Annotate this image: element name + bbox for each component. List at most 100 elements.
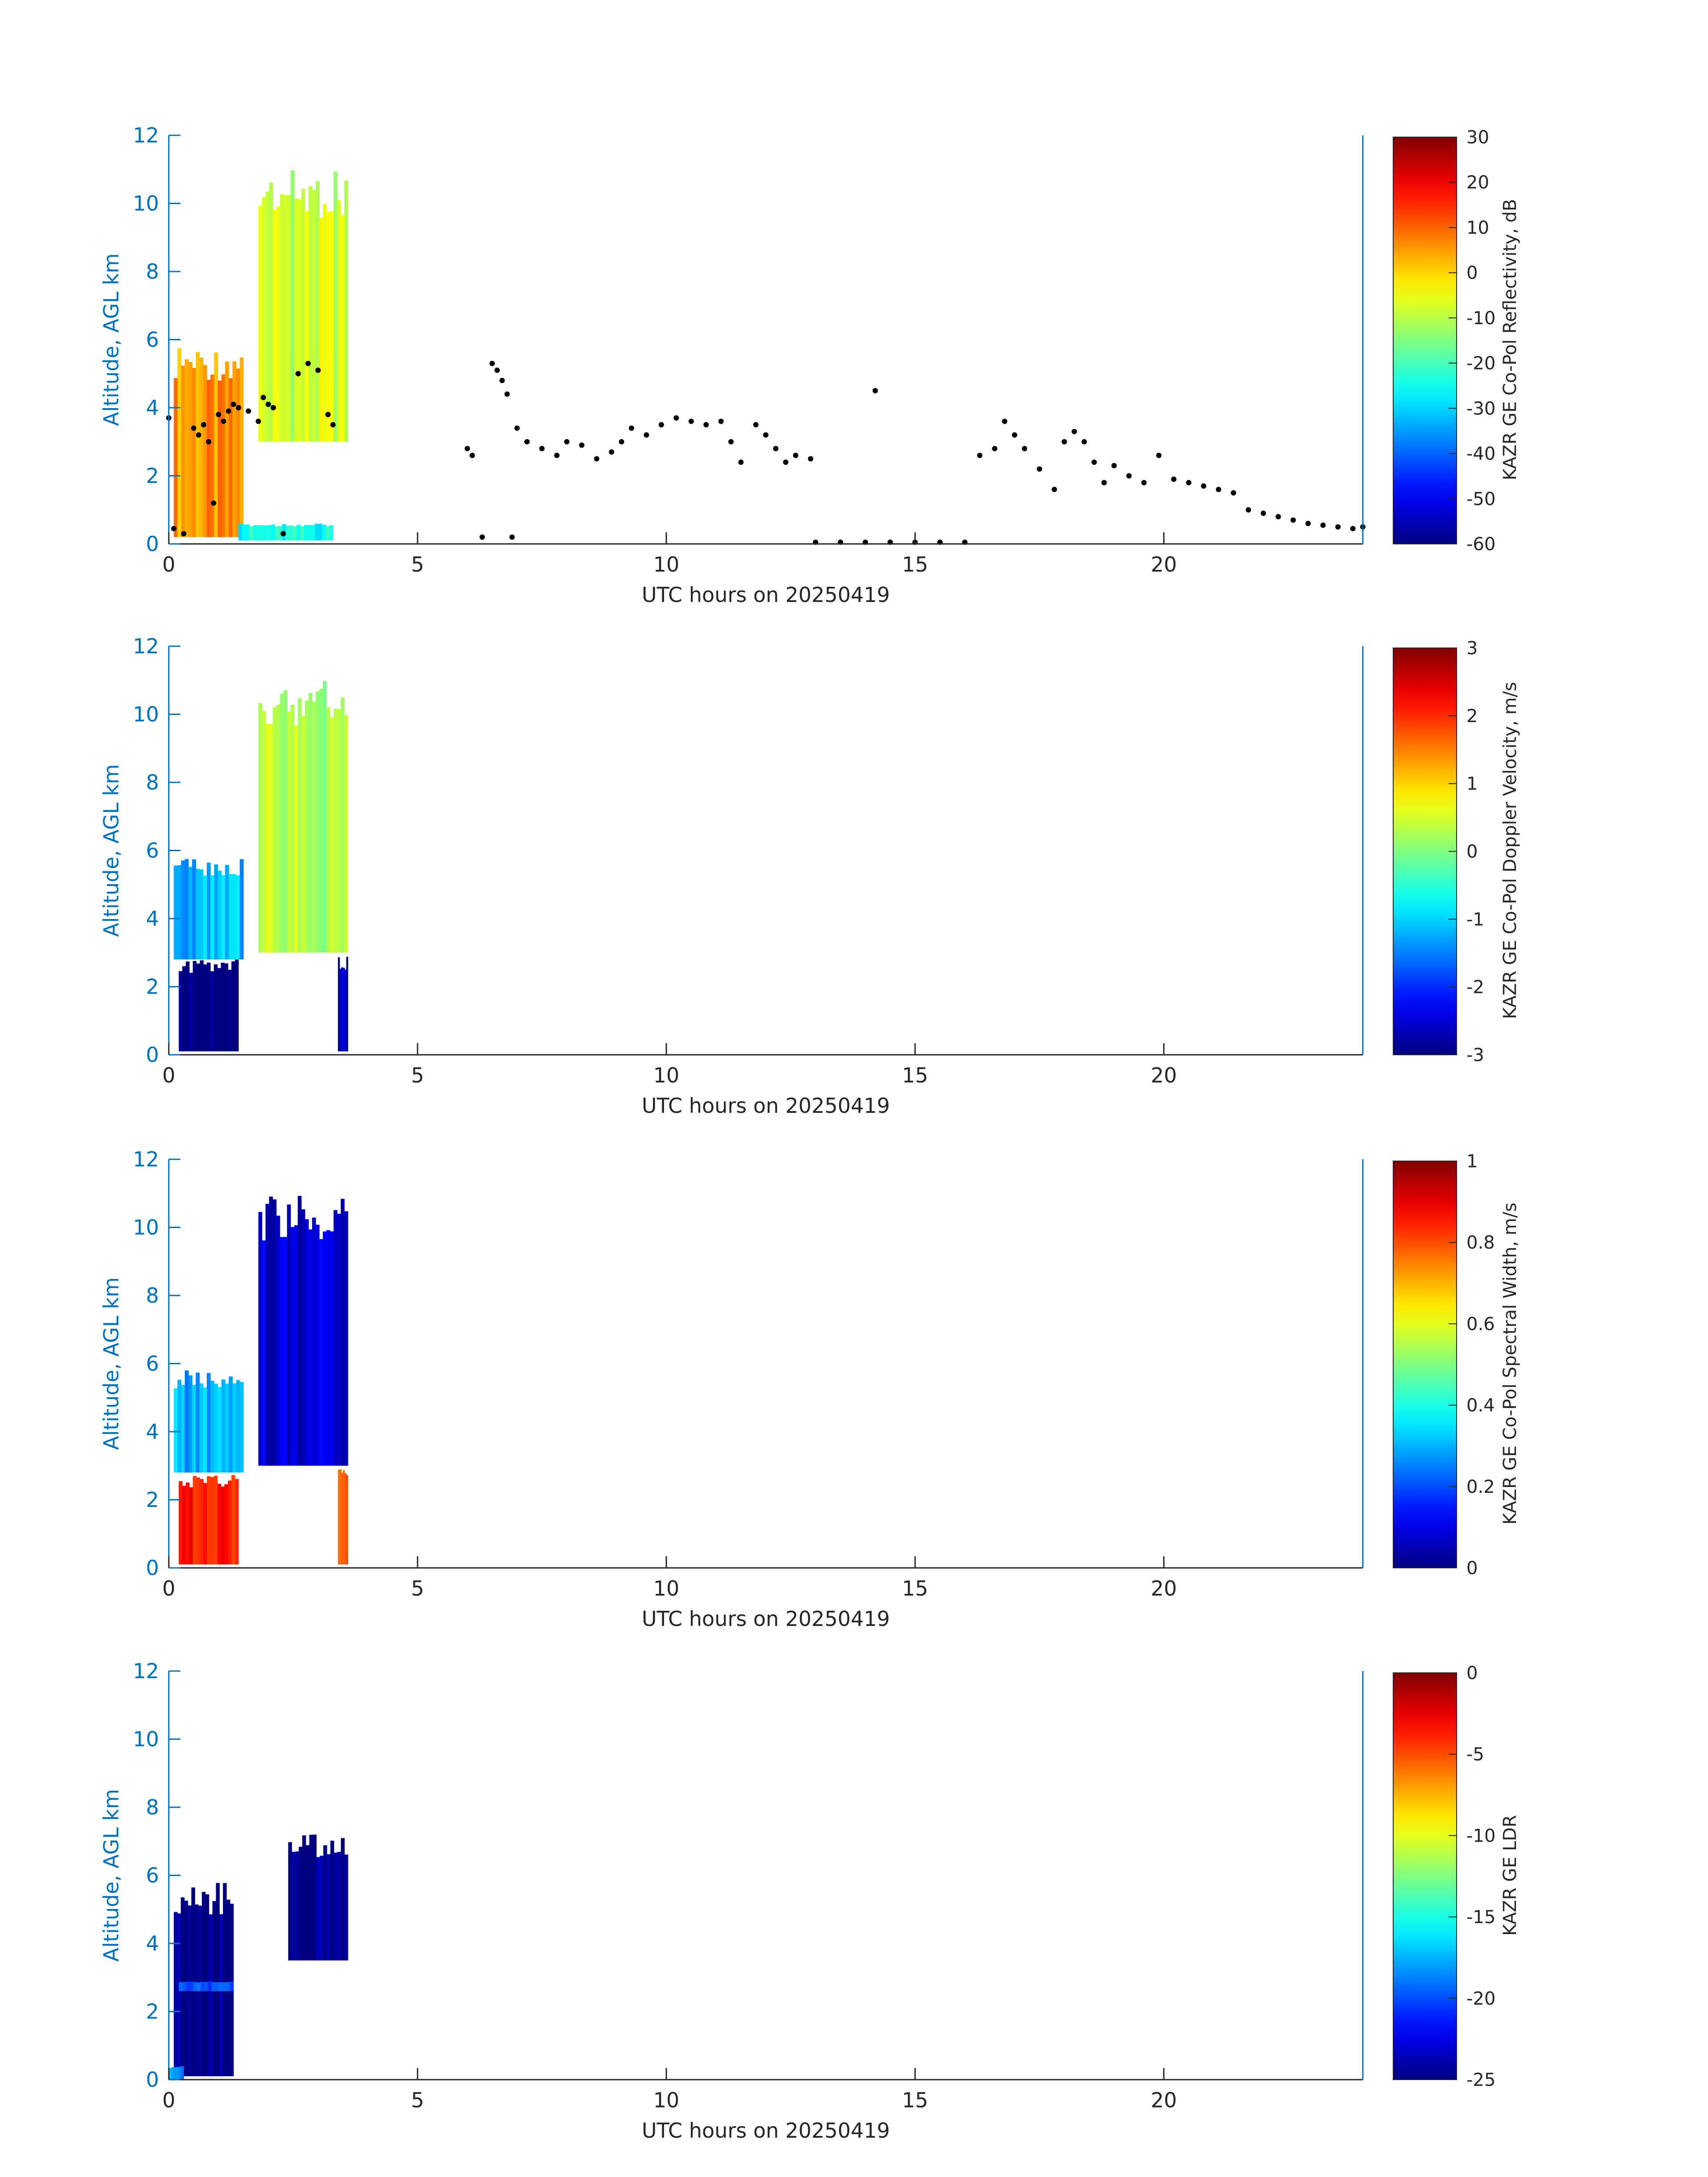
heatmap-cell xyxy=(262,711,266,953)
scatter-point xyxy=(504,391,510,397)
heatmap-cell xyxy=(265,723,270,953)
heatmap-cell xyxy=(177,865,182,960)
heatmap-cell xyxy=(265,1203,270,1466)
heatmap-cell xyxy=(295,1851,299,1961)
heatmap-cell xyxy=(196,869,200,960)
scatter-point xyxy=(1091,460,1097,465)
heatmap-cell xyxy=(326,212,330,442)
heatmap-cell xyxy=(305,701,309,953)
heatmap-cell xyxy=(184,1370,189,1473)
heatmap-cell xyxy=(312,1217,316,1466)
colorbar-tick-label: 0 xyxy=(1466,1558,1478,1579)
scatter-point xyxy=(1245,507,1251,513)
heatmap-cell xyxy=(285,526,290,541)
y-tick-label: 0 xyxy=(146,2068,159,2092)
heatmap-cell xyxy=(217,380,222,537)
heatmap-cell xyxy=(184,859,189,960)
heatmap-cell xyxy=(186,1981,190,1991)
x-tick-label: 20 xyxy=(1151,2088,1177,2112)
colorbar-tick-label: -50 xyxy=(1466,489,1495,510)
y-tick-label: 12 xyxy=(133,634,159,658)
heatmap-region xyxy=(179,1475,239,1565)
heatmap-cell xyxy=(341,1199,345,1466)
scatter-point xyxy=(270,405,276,410)
scatter-point xyxy=(763,432,768,438)
heatmap-cell xyxy=(290,705,295,953)
heatmap-region xyxy=(174,1883,234,2077)
heatmap-cell xyxy=(188,866,192,960)
y-axis-label: Altitude, AGL km xyxy=(99,1789,123,1962)
heatmap-cell xyxy=(269,723,273,953)
heatmap-region xyxy=(258,170,348,442)
scatter-point xyxy=(221,418,226,424)
heatmap-cell xyxy=(229,1376,233,1473)
heatmap-cell xyxy=(204,1982,209,1991)
heatmap-cell xyxy=(179,1982,183,1991)
heatmap-cell xyxy=(214,1383,218,1473)
heatmap-cell xyxy=(179,971,183,1052)
heatmap-cell xyxy=(200,960,204,1052)
colorbar-tick-label: -10 xyxy=(1466,308,1495,329)
y-tick-label: 2 xyxy=(146,1488,159,1512)
heatmap-cell xyxy=(272,1199,277,1466)
heatmap-cell xyxy=(265,192,270,442)
scatter-point xyxy=(1231,490,1236,496)
y-tick-label: 6 xyxy=(146,1864,159,1888)
heatmap-cell xyxy=(228,1480,232,1565)
heatmap-cell xyxy=(319,1239,323,1466)
scatter-point xyxy=(1350,526,1356,531)
heatmap-cell xyxy=(319,689,323,953)
scatter-point xyxy=(753,422,759,428)
x-tick-label: 0 xyxy=(162,2088,175,2112)
heatmap-cell xyxy=(276,705,280,953)
heatmap-cell xyxy=(314,523,319,541)
colorbar-tick-label: -3 xyxy=(1466,1045,1484,1066)
heatmap-cell xyxy=(210,1381,215,1473)
heatmap-cell xyxy=(210,1477,214,1565)
heatmap-cell xyxy=(292,1851,296,1961)
scatter-point xyxy=(280,531,286,537)
heatmap-cell xyxy=(186,1482,190,1565)
y-tick-label: 0 xyxy=(146,1556,159,1580)
heatmap-region xyxy=(258,1196,348,1466)
heatmap-cell xyxy=(337,709,341,953)
heatmap-cell xyxy=(344,180,348,442)
heatmap-cell xyxy=(334,709,338,953)
heatmap-cell xyxy=(200,1981,205,1991)
heatmap-cell xyxy=(196,963,200,1052)
heatmap-cell xyxy=(322,525,326,541)
x-tick-label: 10 xyxy=(653,1063,680,1087)
heatmap-cell xyxy=(280,694,284,953)
heatmap-region xyxy=(179,959,239,1052)
heatmap-cell xyxy=(323,1845,327,1961)
heatmap-cell xyxy=(207,962,211,1052)
heatmap-cell xyxy=(290,170,295,442)
y-tick-label: 4 xyxy=(146,1420,159,1444)
heatmap-cell xyxy=(297,1196,302,1466)
scatter-point xyxy=(793,452,798,458)
colorbar-gradient xyxy=(1393,648,1457,1055)
scatter-point xyxy=(1061,439,1067,445)
scatter-point xyxy=(1012,432,1018,438)
colorbar-tick-label: 0 xyxy=(1466,263,1478,284)
heatmap-cell xyxy=(232,361,237,537)
heatmap-region xyxy=(174,348,244,537)
scatter-point xyxy=(783,460,789,465)
x-tick-label: 20 xyxy=(1151,552,1177,577)
heatmap-cell xyxy=(217,1387,222,1473)
y-tick-label: 0 xyxy=(146,532,159,556)
x-tick-label: 5 xyxy=(411,1576,424,1600)
scatter-point xyxy=(181,531,187,537)
heatmap-cell xyxy=(297,199,302,442)
colorbar-tick-label: -30 xyxy=(1466,398,1495,419)
scatter-point xyxy=(773,446,779,451)
heatmap-cell xyxy=(329,525,334,541)
heatmap-cell xyxy=(297,698,302,953)
heatmap-cell xyxy=(179,2067,182,2080)
heatmap-cell xyxy=(182,966,186,1052)
heatmap-cell xyxy=(283,195,288,442)
y-tick-label: 4 xyxy=(146,907,159,931)
heatmap-cell xyxy=(304,525,308,541)
heatmap-cell xyxy=(341,967,343,1052)
heatmap-cell xyxy=(193,1982,197,1991)
